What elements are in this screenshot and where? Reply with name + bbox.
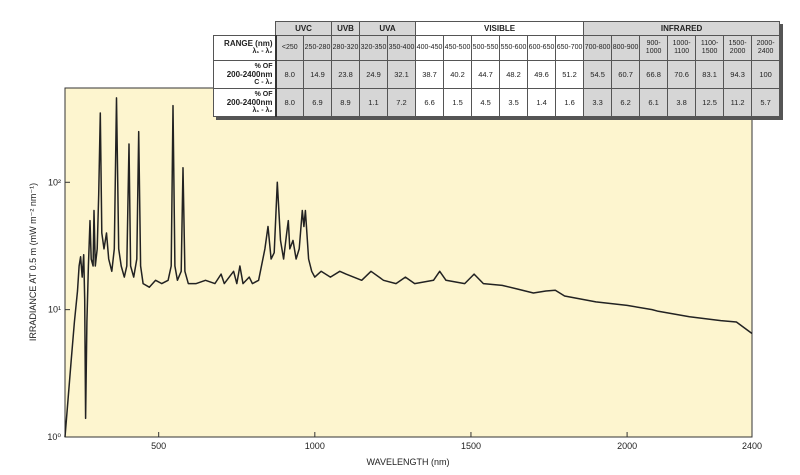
table-cell: 100 [751,60,781,89]
table-cell: 800-900 [611,35,641,61]
table-cell: 1100-1500 [695,35,725,61]
table-cell: 8.0 [275,88,304,117]
table-cell: 650-700 [555,35,585,61]
row-label-line: RANGE (nm) [224,39,273,48]
table-cell: 1.1 [359,88,389,117]
row-label-line: C - λ₂ [254,78,273,86]
group-header: INFRARED [583,21,781,36]
table-cell: 250-280 [302,35,333,61]
table-cell: 8.0 [275,60,304,89]
row-label-line: λ₁ - λ₂ [252,106,273,114]
table-cell: 2000-2400 [751,35,781,61]
table-cell: 23.8 [331,60,361,89]
table-cell: 24.9 [359,60,389,89]
table-cell: 400-450 [415,35,445,61]
plot-background [64,87,753,438]
table-cell: <250 [275,35,304,61]
band-table: UVC UVB UVA VISIBLE INFRARED RANGE (nm) λ₁ - λ… [213,21,781,117]
table-row: UVC UVB UVA VISIBLE INFRARED [213,21,781,36]
table-cell: 450-500 [443,35,473,61]
table-cell: 5.7 [751,88,781,117]
table-cell: 11.2 [723,88,753,117]
row-label: RANGE (nm) λ₁ - λ₂ [213,35,277,61]
table-cell: 60.7 [611,60,641,89]
table-cell: 280-320 [331,35,361,61]
x-tick-label: 1000 [305,441,325,451]
row-label: % OF 200-2400nm C - λ₂ [213,60,277,89]
table-cell: 1.5 [443,88,473,117]
table-cell: 1500-2000 [723,35,753,61]
table-cell: 6.6 [415,88,445,117]
group-header: VISIBLE [415,21,585,36]
table-cell: 6.9 [302,88,333,117]
corner [213,21,276,36]
table-cell: 40.2 [443,60,473,89]
table-cell: 4.5 [471,88,501,117]
y-tick-label: 10¹ [48,305,61,315]
group-header: UVA [359,21,417,36]
table-cell: 7.2 [387,88,417,117]
x-tick-label: 2000 [617,441,637,451]
table-row: % OF 200-2400nm λ₁ - λ₂ 8.0 6.9 8.9 1.1 7.2 6.6 1… [213,88,781,117]
table-cell: 900-1000 [639,35,669,61]
group-header: UVB [331,21,361,36]
row-label: % OF 200-2400nm λ₁ - λ₂ [213,88,277,117]
row-label-line: 200-2400nm [226,69,273,79]
x-tick-label: 1500 [461,441,481,451]
table-cell: 500-550 [471,35,501,61]
table-cell: 32.1 [387,60,417,89]
table-cell: 6.2 [611,88,641,117]
table-cell: 48.2 [499,60,529,89]
table-cell: 3.3 [583,88,613,117]
row-label-line: % OF [254,62,273,70]
row-label-line: % OF [254,90,273,98]
table-cell: 1.6 [555,88,585,117]
table-cell: 66.8 [639,60,669,89]
table-row: RANGE (nm) λ₁ - λ₂ <250 250-280 280-320 320-3… [213,35,781,61]
table-cell: 3.8 [667,88,697,117]
table-cell: 550-600 [499,35,529,61]
table-cell: 12.5 [695,88,725,117]
table-cell: 8.9 [331,88,361,117]
table-cell: 49.6 [527,60,557,89]
table-cell: 700-800 [583,35,613,61]
x-axis-label: WAVELENGTH (nm) [366,457,449,467]
table-cell: 350-400 [387,35,417,61]
table-cell: 1.4 [527,88,557,117]
x-tick-label: 500 [151,441,166,451]
y-tick-label: 10⁰ [47,432,61,442]
table-cell: 44.7 [471,60,501,89]
table-cell: 70.6 [667,60,697,89]
table-cell: 83.1 [695,60,725,89]
row-label-line: λ₁ - λ₂ [252,48,273,55]
table-cell: 94.3 [723,60,753,89]
table-cell: 38.7 [415,60,445,89]
table-cell: 6.1 [639,88,669,117]
table-cell: 320-350 [359,35,389,61]
x-tick-label: 2400 [742,441,762,451]
row-label-line: 200-2400nm [226,97,273,107]
table-cell: 600-650 [527,35,557,61]
table-cell: 54.5 [583,60,613,89]
y-tick-label: 10² [48,177,61,187]
table-cell: 3.5 [499,88,529,117]
spectrum-line [64,97,753,438]
group-header: UVC [274,21,333,36]
table-cell: 51.2 [555,60,585,89]
table-cell: 14.9 [302,60,333,89]
table-cell: 1000-1100 [667,35,697,61]
y-axis-label: IRRADIANCE AT 0.5 m (mW m⁻² nm⁻¹) [28,183,38,341]
table-row: % OF 200-2400nm C - λ₂ 8.0 14.9 23.8 24.9 32.1 3… [213,60,781,89]
